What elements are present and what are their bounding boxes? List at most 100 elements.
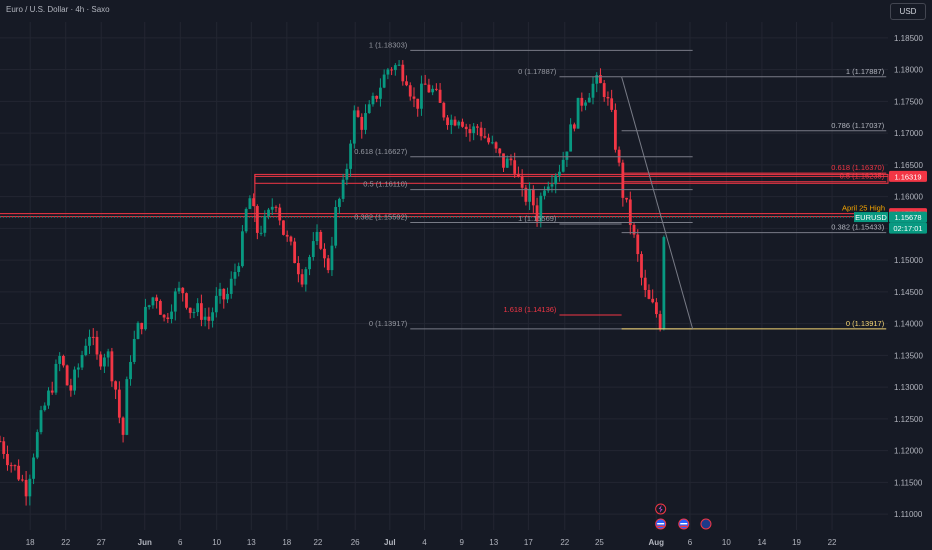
- candle: [259, 225, 263, 236]
- candle-body: [412, 96, 416, 99]
- candle: [554, 173, 558, 194]
- candle-body: [621, 162, 625, 198]
- candle: [155, 294, 159, 309]
- candle-body: [132, 338, 136, 362]
- candle-body: [468, 129, 472, 134]
- candle-body: [129, 361, 132, 380]
- candle-body: [464, 126, 468, 130]
- lightning-event-icon-circle: [655, 503, 667, 515]
- candle: [640, 251, 643, 286]
- candle-body: [76, 367, 80, 370]
- candle: [226, 287, 229, 304]
- candle-body: [106, 351, 110, 358]
- candle: [461, 118, 464, 128]
- candle-body: [47, 390, 50, 406]
- candle: [587, 92, 591, 103]
- candle-body: [651, 298, 655, 303]
- candle-body: [554, 175, 558, 185]
- candle-body: [229, 278, 233, 294]
- candle: [2, 437, 6, 459]
- candle: [296, 256, 300, 283]
- candle-body: [386, 69, 390, 75]
- candle-body: [453, 119, 457, 126]
- candle-body: [69, 385, 73, 391]
- candle: [20, 474, 24, 482]
- candle-body: [207, 316, 211, 321]
- currency-button[interactable]: USD: [890, 3, 926, 20]
- candle-body: [613, 109, 617, 150]
- y-tick-label: 1.14000: [894, 320, 923, 329]
- candle: [326, 254, 330, 274]
- candle: [278, 203, 282, 226]
- candle: [569, 118, 573, 152]
- x-tick-label: 22: [313, 538, 322, 547]
- candle-body: [640, 254, 643, 278]
- candle: [6, 445, 9, 471]
- candle: [263, 210, 267, 237]
- candle-body: [647, 290, 651, 299]
- candle-body: [558, 171, 561, 176]
- y-tick-label: 1.13000: [894, 383, 923, 392]
- candle-body: [643, 277, 647, 291]
- candle-body: [591, 83, 595, 98]
- candle-body: [472, 126, 476, 134]
- candle-body: [248, 198, 252, 209]
- candle: [621, 159, 625, 207]
- candle-body: [73, 369, 76, 391]
- candle-body: [356, 110, 360, 117]
- candle: [255, 204, 259, 240]
- candle: [28, 474, 32, 506]
- fib-trend-line: [621, 76, 694, 330]
- candle: [371, 92, 375, 107]
- candle-body: [502, 153, 505, 168]
- candle: [274, 205, 278, 213]
- candle-body: [438, 89, 442, 103]
- candle: [166, 312, 170, 323]
- candle-body: [580, 97, 584, 106]
- candle: [9, 462, 13, 473]
- fib-left-label: 0.382 (1.15592): [354, 213, 407, 222]
- candle: [50, 381, 54, 395]
- candle-body: [524, 187, 528, 202]
- candle-body: [196, 303, 200, 313]
- candle: [229, 271, 233, 299]
- candle-body: [304, 269, 308, 285]
- candle-body: [117, 389, 121, 418]
- x-tick-label: Jun: [138, 538, 152, 547]
- candle-body: [595, 75, 599, 84]
- fib-right-label: 0.618 (1.16370): [831, 163, 884, 172]
- eu-flag-event-icon: [700, 518, 712, 530]
- candle-body: [625, 197, 628, 200]
- candle: [319, 229, 323, 251]
- candle-body: [334, 206, 338, 246]
- candle-body: [99, 354, 103, 367]
- candle: [140, 322, 144, 335]
- y-tick-label: 1.18000: [894, 66, 923, 75]
- countdown-bg: [889, 222, 927, 234]
- candle-body: [546, 186, 550, 191]
- candle-body: [114, 381, 118, 390]
- candle: [147, 304, 151, 310]
- x-tick-label: Aug: [648, 538, 664, 547]
- y-tick-label: 1.11500: [894, 478, 923, 487]
- x-tick-label: 10: [722, 538, 731, 547]
- candle-body: [379, 87, 382, 99]
- candle-body: [58, 355, 62, 364]
- candle-body: [475, 126, 479, 128]
- candle: [606, 91, 610, 106]
- candle: [84, 338, 88, 357]
- fib-left-label: 1 (1.18303): [369, 40, 408, 49]
- x-tick-label: 22: [560, 538, 569, 547]
- candle: [412, 87, 416, 108]
- candle: [382, 69, 386, 89]
- candle-body: [367, 104, 371, 114]
- candle: [252, 193, 256, 207]
- candle-body: [103, 357, 106, 367]
- candle: [69, 378, 73, 397]
- candle: [405, 75, 408, 87]
- candle: [207, 307, 211, 330]
- candle: [188, 307, 192, 319]
- candle: [308, 254, 311, 276]
- candle: [472, 123, 476, 141]
